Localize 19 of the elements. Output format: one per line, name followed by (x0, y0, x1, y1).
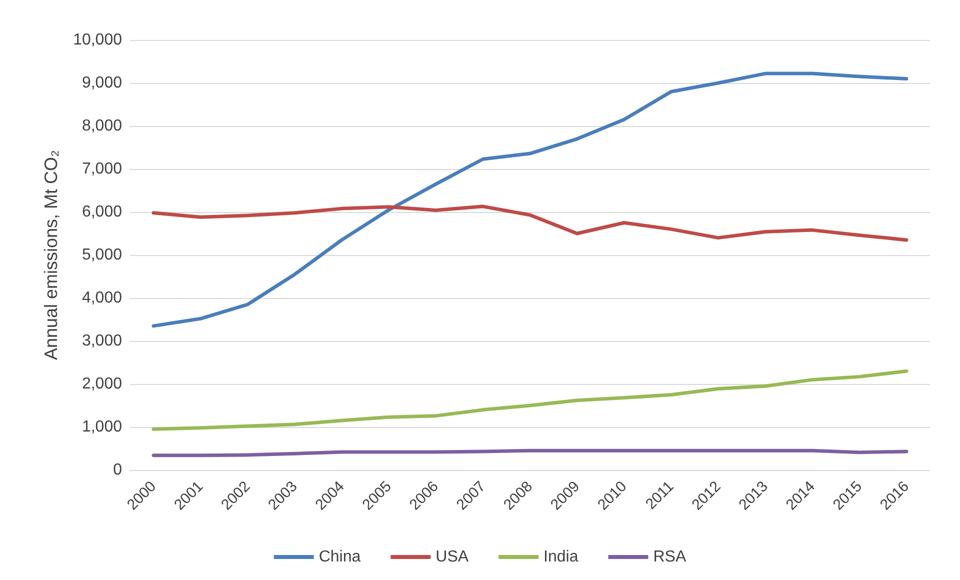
y-tick-label: 4,000 (82, 290, 122, 306)
y-tick-label: 7,000 (82, 160, 122, 178)
legend-label: India (544, 548, 578, 566)
y-tick-label: 0 (113, 462, 122, 478)
y-tick-label: 8,000 (82, 118, 122, 134)
line-series (152, 369, 908, 431)
y-tick-label: 1,000 (82, 418, 122, 436)
y-tick-label: 9,000 (82, 74, 122, 92)
y-tick-label: 5,000 (82, 246, 122, 264)
y-tick-label: 2,000 (82, 376, 122, 392)
line-series (152, 72, 908, 328)
line-series (152, 204, 908, 242)
legend-label: China (318, 548, 361, 566)
y-tick-label: 10,000 (73, 32, 122, 48)
legend-label: USA (436, 548, 469, 566)
y-axis-title: Annual emissions, Mt CO₂ (41, 150, 61, 360)
y-tick-label: 3,000 (82, 332, 122, 350)
y-tick-label: 6,000 (82, 204, 122, 220)
legend-label: RSA (653, 548, 686, 566)
